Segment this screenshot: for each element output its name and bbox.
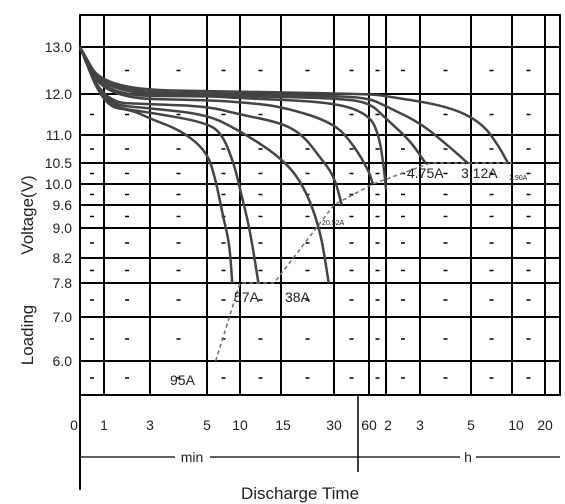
x-group-h-label: h (464, 449, 472, 465)
y-tick-label: 11.0 (46, 127, 72, 143)
y-axis-title-loading: Loading (18, 305, 37, 366)
x-tick-label: 3 (416, 417, 424, 433)
y-tick-label: 7.0 (53, 309, 73, 325)
x-tick-label: 0 (70, 417, 78, 433)
y-tick-label: 9.6 (53, 197, 73, 213)
x-tick-label: 1 (100, 417, 108, 433)
series-curve (80, 47, 329, 283)
series-label: 95A (170, 372, 196, 388)
y-tick-label: 12.0 (45, 86, 72, 102)
series-label: 20.52A (322, 220, 345, 227)
curves (80, 47, 508, 283)
series-label: 38A (285, 289, 311, 305)
series-label: 1.90A (509, 175, 528, 182)
series-label: 3.12A (461, 165, 498, 181)
x-tick-label: 10 (508, 417, 524, 433)
x-axis-title: Discharge Time (241, 484, 359, 503)
end-voltage-dashed-line (216, 163, 512, 361)
y-tick-label: 8.2 (53, 250, 73, 266)
series-label: 57A (234, 289, 260, 305)
x-tick-label: 60 (361, 417, 377, 433)
x-tick-label: 5 (467, 417, 475, 433)
y-tick-label: 9.0 (53, 220, 73, 236)
x-tick-label: 3 (146, 417, 154, 433)
y-tick-label: 6.0 (53, 353, 73, 369)
end-voltage-line (216, 163, 512, 361)
x-tick-label: 10 (232, 417, 248, 433)
y-tick-label: 7.8 (53, 275, 73, 291)
x-tick-label: 5 (203, 417, 211, 433)
series-label: 4.75A (407, 165, 444, 181)
x-group-min-label: min (181, 449, 204, 465)
series-curve (80, 47, 386, 189)
y-tick-label: 10.5 (45, 155, 72, 171)
x-tick-label: 2 (384, 417, 392, 433)
y-tick-label: 10.0 (45, 176, 72, 192)
y-axis-title-voltage: Voltage(V) (18, 175, 37, 254)
series-curve (80, 47, 425, 163)
x-tick-label: 15 (275, 417, 291, 433)
y-tick-label: 13.0 (45, 39, 72, 55)
x-tick-label: 20 (537, 417, 553, 433)
x-tick-label: 30 (326, 417, 342, 433)
